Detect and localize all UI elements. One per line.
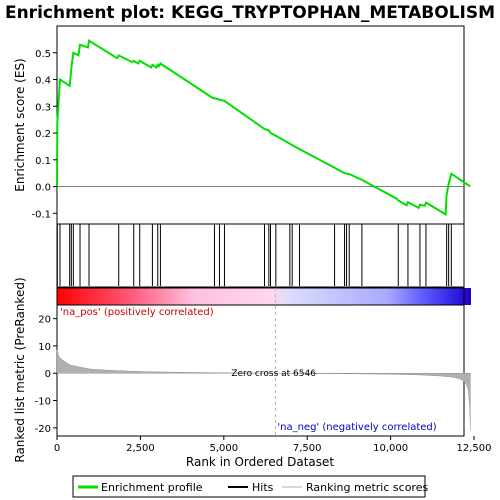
es-y-tick-label: -0.1 [31, 209, 51, 220]
x-tick-label: 7,500 [293, 443, 322, 454]
metric-y-tick-label: -20 [35, 424, 51, 435]
x-axis-label: Rank in Ordered Dataset [186, 455, 334, 469]
chart-title: Enrichment plot: KEGG_TRYPTOPHAN_METABOL… [5, 3, 495, 23]
legend-metric-label: Ranking metric scores [306, 481, 428, 494]
metric-y-tick-label: 0 [45, 369, 51, 380]
x-tick-label: 5,000 [209, 443, 238, 454]
ranking-color-bar [57, 288, 471, 305]
es-y-tick-label: 0.1 [35, 156, 51, 167]
es-y-tick-label: 0.2 [35, 129, 51, 140]
metric-y-tick-label: 20 [38, 315, 51, 326]
enrichment-profile-line [56, 39, 471, 217]
metric-panel [56, 304, 465, 437]
legend-enrichment-label: Enrichment profile [101, 481, 203, 494]
es-y-axis-label: Enrichment score (ES) [13, 58, 27, 191]
hits-panel [56, 223, 465, 288]
es-y-tick-label: 0.3 [35, 102, 51, 113]
x-tick-label: 10,000 [373, 443, 408, 454]
es-y-tick-label: 0.0 [35, 183, 51, 194]
legend-box [72, 475, 426, 498]
na-pos-label: 'na_pos' (positively correlated) [60, 307, 214, 318]
x-tick-label: 2,500 [126, 443, 155, 454]
zero-cross-label: Zero cross at 6546 [231, 369, 316, 379]
es-y-tick-label: 0.4 [35, 76, 51, 87]
metric-y-axis-label: Ranked list metric (PreRanked) [13, 277, 27, 462]
legend-hits-label: Hits [252, 481, 274, 494]
na-neg-label: 'na_neg' (negatively correlated) [277, 422, 436, 433]
ranking-metric-area [56, 349, 471, 431]
x-tick-label: 12,500 [457, 443, 492, 454]
metric-y-tick-label: -10 [35, 397, 51, 408]
es-y-tick-label: 0.5 [35, 49, 51, 60]
x-tick-label: 0 [54, 443, 60, 454]
metric-y-tick-label: 10 [38, 342, 51, 353]
